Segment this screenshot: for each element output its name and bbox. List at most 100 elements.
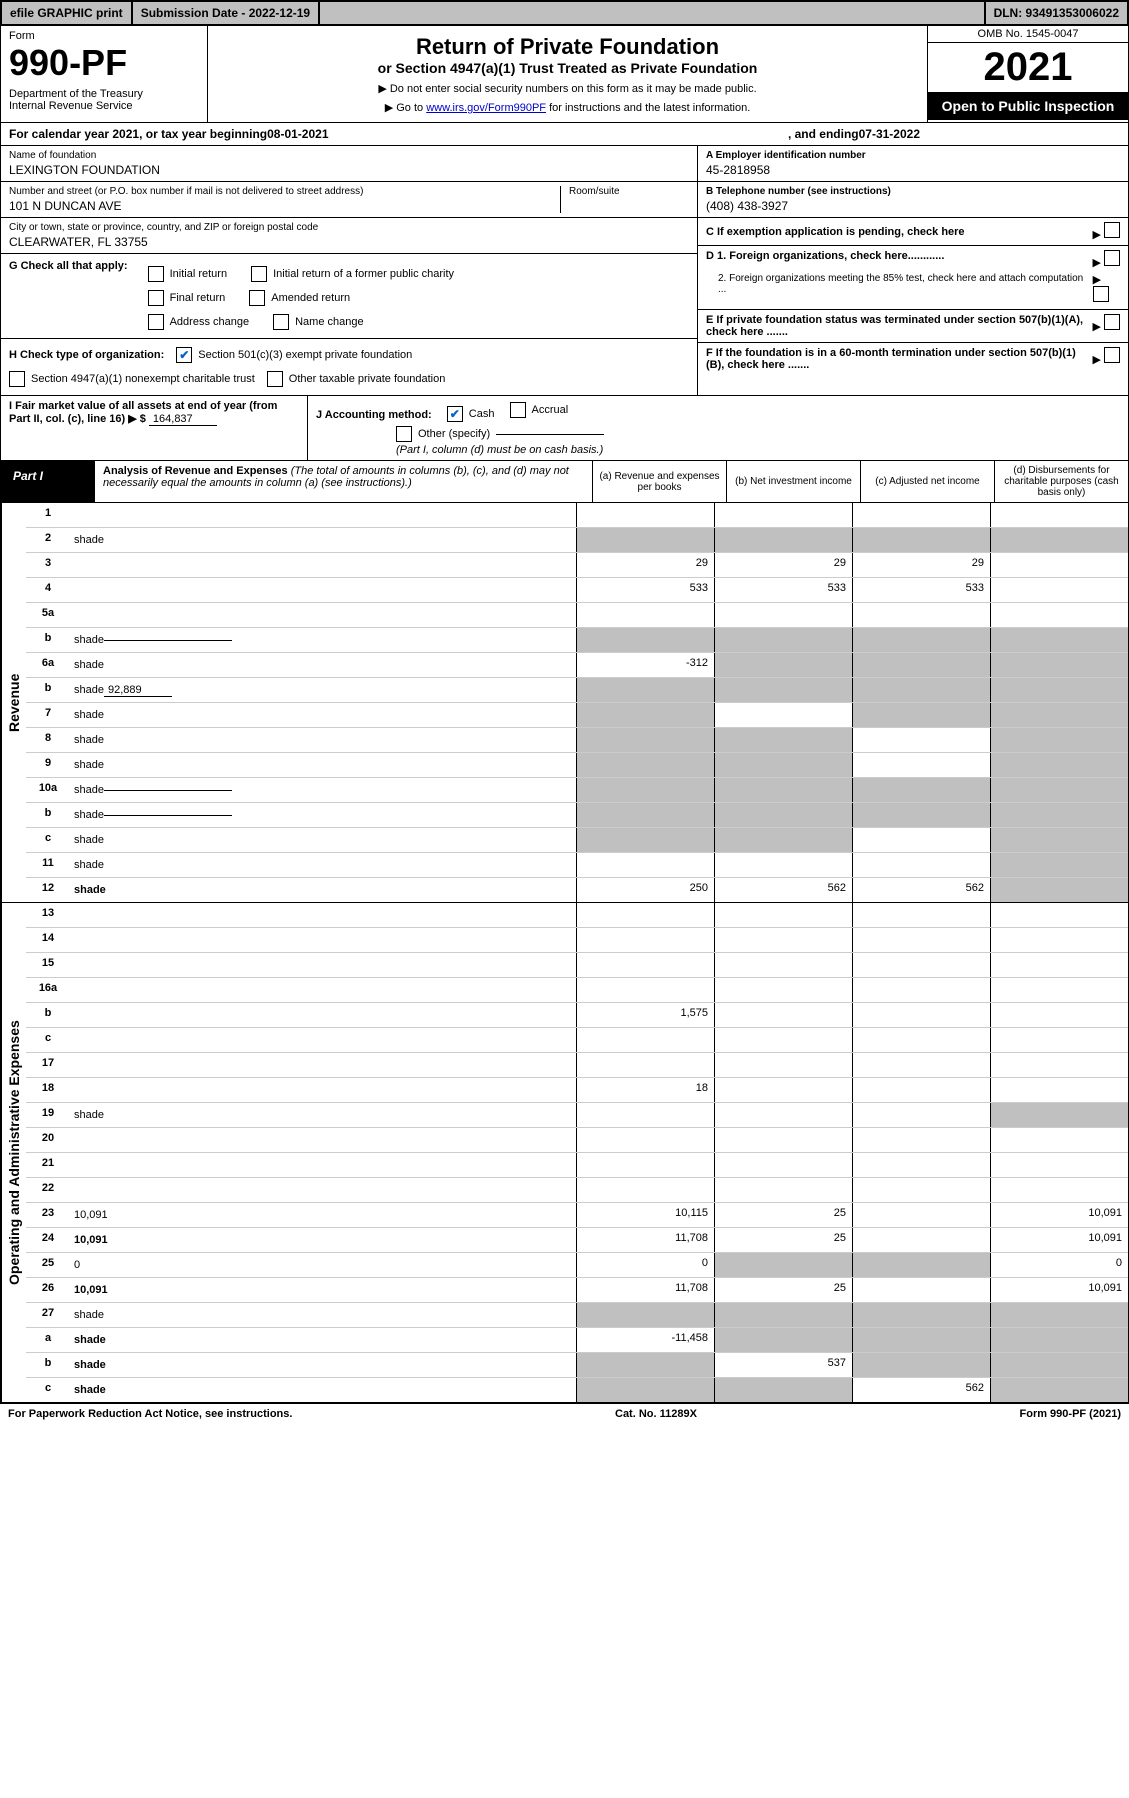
h-4947a1[interactable]: Section 4947(a)(1) nonexempt charitable … (9, 369, 255, 389)
line-desc: shade (70, 878, 576, 902)
f-label: F If the foundation is in a 60-month ter… (706, 347, 1092, 371)
line-num: b (26, 1353, 70, 1377)
g-initial-return-former[interactable]: Initial return of a former public charit… (251, 264, 454, 284)
col-a (576, 853, 714, 877)
col-d (990, 903, 1128, 927)
phone-cell: B Telephone number (see instructions) (4… (698, 182, 1128, 218)
h-label: H Check type of organization: (9, 349, 164, 361)
h-block: H Check type of organization: ✔Section 5… (1, 339, 697, 395)
col-c (852, 628, 990, 652)
col-d (990, 528, 1128, 552)
line-21: 21 (26, 1153, 1128, 1178)
line-15: 15 (26, 953, 1128, 978)
inline-input[interactable] (104, 815, 232, 816)
inline-input[interactable] (104, 790, 232, 791)
col-b (714, 953, 852, 977)
line-num: 11 (26, 853, 70, 877)
phone-value: (408) 438-3927 (706, 199, 1120, 213)
d2-checkbox[interactable] (1093, 286, 1109, 302)
col-d (990, 628, 1128, 652)
form-header: Form 990-PF Department of the Treasury I… (0, 26, 1129, 123)
i-block: I Fair market value of all assets at end… (1, 396, 308, 460)
line-b: bshade (26, 803, 1128, 828)
col-c (852, 903, 990, 927)
j-label: J Accounting method: (316, 409, 432, 421)
inst2-post: for instructions and the latest informat… (546, 102, 750, 114)
expenses-table: Operating and Administrative Expenses 13… (0, 903, 1129, 1403)
form990pf-link[interactable]: www.irs.gov/Form990PF (426, 102, 546, 114)
dln-label: DLN: 93491353006022 (986, 2, 1127, 24)
revenue-body: 12shade329292945335335335abshade6ashade-… (26, 503, 1128, 902)
efile-label[interactable]: efile GRAPHIC print (2, 2, 131, 24)
j-other[interactable]: Other (specify) (396, 424, 1120, 444)
line-11: 11shade (26, 853, 1128, 878)
line-desc (70, 928, 576, 952)
g-name-change[interactable]: Name change (273, 312, 364, 332)
col-d (990, 653, 1128, 677)
h-501c3[interactable]: ✔Section 501(c)(3) exempt private founda… (176, 345, 412, 365)
g-amended-return[interactable]: Amended return (249, 288, 350, 308)
line-desc (70, 1053, 576, 1077)
g-label: G Check all that apply: (9, 260, 128, 332)
line-c: cshade562 (26, 1378, 1128, 1402)
j-note: (Part I, column (d) must be on cash basi… (396, 444, 1120, 456)
col-c: 562 (852, 1378, 990, 1402)
line-num: 1 (26, 503, 70, 527)
city-cell: City or town, state or province, country… (1, 218, 697, 254)
expenses-side-label: Operating and Administrative Expenses (1, 903, 26, 1402)
col-b (714, 978, 852, 1002)
line-desc (70, 578, 576, 602)
inst2-pre: ▶ Go to (385, 102, 426, 114)
part1-title-block: Analysis of Revenue and Expenses (The to… (95, 461, 592, 502)
info-block: Name of foundation LEXINGTON FOUNDATION … (0, 146, 1129, 396)
col-c (852, 1053, 990, 1077)
col-b (714, 1153, 852, 1177)
form-header-left: Form 990-PF Department of the Treasury I… (1, 26, 208, 122)
revenue-side-label: Revenue (1, 503, 26, 902)
city-value: CLEARWATER, FL 33755 (9, 235, 689, 249)
line-24: 2410,09111,7082510,091 (26, 1228, 1128, 1253)
col-b (714, 703, 852, 727)
col-d (990, 1103, 1128, 1127)
f-checkbox[interactable] (1104, 347, 1120, 363)
line-12: 12shade250562562 (26, 878, 1128, 902)
inline-input[interactable] (104, 640, 232, 641)
col-a (576, 903, 714, 927)
c-checkbox[interactable] (1104, 222, 1120, 238)
line-desc: 10,091 (70, 1278, 576, 1302)
line-2: 2shade (26, 528, 1128, 553)
d1-checkbox[interactable] (1104, 250, 1120, 266)
cal-year-end: 07-31-2022 (859, 127, 920, 141)
name-cell: Name of foundation LEXINGTON FOUNDATION (1, 146, 697, 182)
cal-year-pre: For calendar year 2021, or tax year begi… (9, 127, 267, 141)
col-b (714, 628, 852, 652)
line-desc: shade (70, 1103, 576, 1127)
line-num: 22 (26, 1178, 70, 1202)
col-a (576, 728, 714, 752)
g-initial-return[interactable]: Initial return (148, 264, 227, 284)
j-accrual[interactable]: Accrual (510, 400, 569, 420)
g-address-change[interactable]: Address change (148, 312, 250, 332)
info-right: A Employer identification number 45-2818… (697, 146, 1128, 395)
j-cash[interactable]: ✔Cash (447, 404, 495, 424)
col-b: 25 (714, 1228, 852, 1252)
col-a: 18 (576, 1078, 714, 1102)
g-final-return[interactable]: Final return (148, 288, 226, 308)
col-d (990, 778, 1128, 802)
col-b (714, 1328, 852, 1352)
line-9: 9shade (26, 753, 1128, 778)
col-a: 10,115 (576, 1203, 714, 1227)
col-c (852, 778, 990, 802)
col-a (576, 528, 714, 552)
info-left: Name of foundation LEXINGTON FOUNDATION … (1, 146, 697, 395)
col-c (852, 603, 990, 627)
form-header-right: OMB No. 1545-0047 2021 Open to Public In… (927, 26, 1128, 122)
col-a (576, 503, 714, 527)
col-b-header: (b) Net investment income (726, 461, 860, 502)
e-checkbox[interactable] (1104, 314, 1120, 330)
col-d (990, 1053, 1128, 1077)
h-other-taxable[interactable]: Other taxable private foundation (267, 369, 446, 389)
line-desc: shade (70, 1353, 576, 1377)
col-b (714, 828, 852, 852)
line-num: 21 (26, 1153, 70, 1177)
